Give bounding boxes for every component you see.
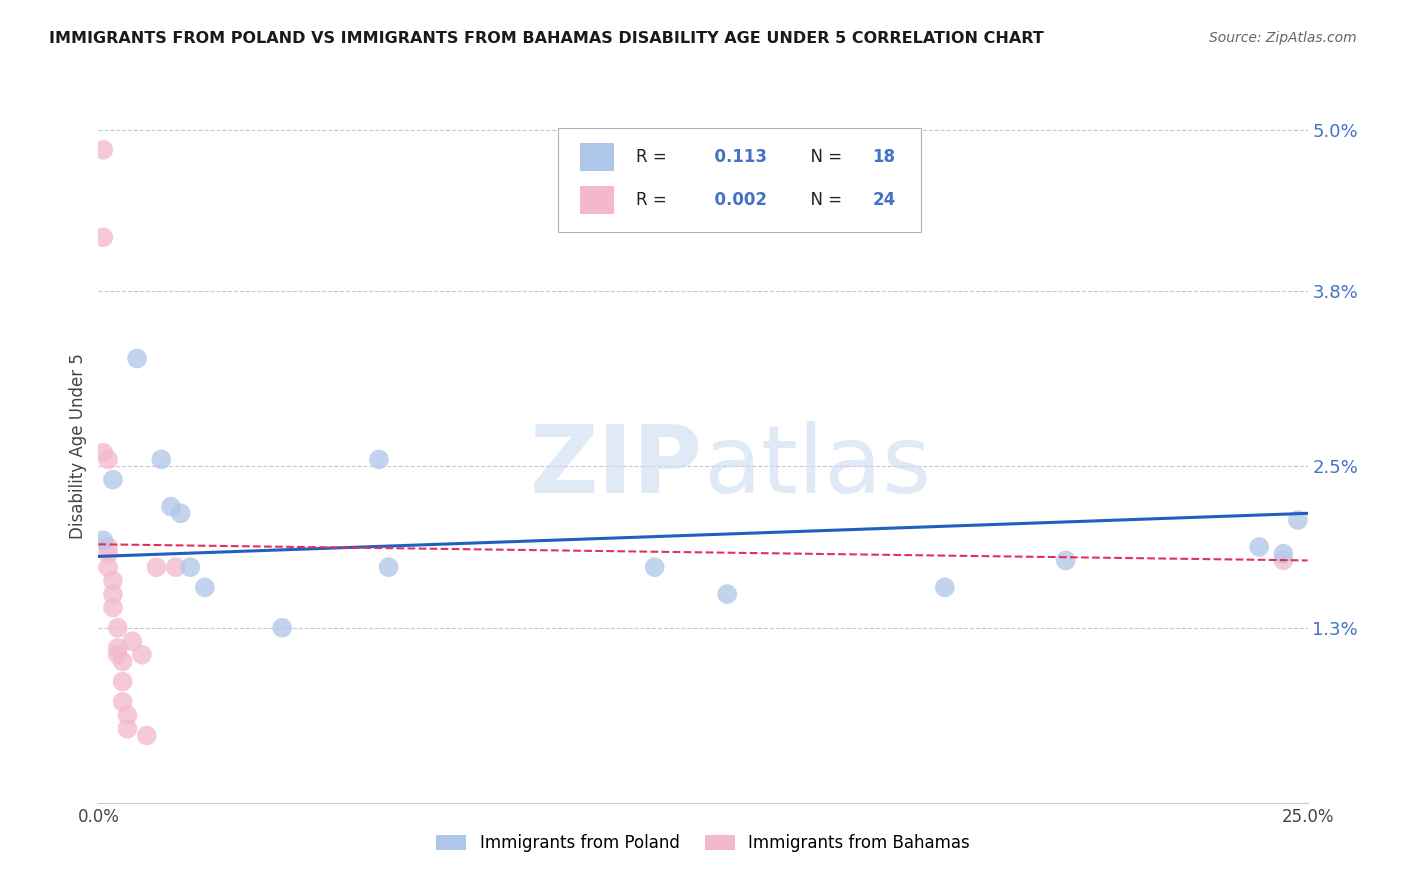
- Point: [165, 560, 187, 574]
- Point: [111, 695, 134, 709]
- Point: [131, 648, 153, 662]
- Text: N =: N =: [800, 148, 846, 166]
- Point: [101, 600, 124, 615]
- Point: [716, 587, 738, 601]
- Point: [91, 143, 114, 157]
- Point: [368, 452, 391, 467]
- Point: [1249, 540, 1271, 554]
- Point: [179, 560, 201, 574]
- Text: 0.113: 0.113: [703, 148, 768, 166]
- Point: [97, 560, 120, 574]
- Text: Source: ZipAtlas.com: Source: ZipAtlas.com: [1209, 31, 1357, 45]
- Point: [107, 640, 129, 655]
- Point: [150, 452, 173, 467]
- Point: [135, 729, 157, 743]
- Point: [121, 634, 143, 648]
- Point: [101, 587, 124, 601]
- Point: [934, 580, 956, 594]
- Legend: Immigrants from Poland, Immigrants from Bahamas: Immigrants from Poland, Immigrants from …: [430, 828, 976, 859]
- Point: [377, 560, 399, 574]
- Text: atlas: atlas: [703, 421, 931, 514]
- Text: 24: 24: [872, 191, 896, 209]
- Point: [97, 547, 120, 561]
- FancyBboxPatch shape: [579, 144, 613, 171]
- Text: 18: 18: [872, 148, 896, 166]
- Point: [101, 473, 124, 487]
- Point: [1272, 547, 1295, 561]
- Point: [97, 540, 120, 554]
- Point: [117, 708, 139, 723]
- Text: ZIP: ZIP: [530, 421, 703, 514]
- Point: [194, 580, 217, 594]
- Point: [169, 506, 191, 520]
- Point: [1286, 513, 1309, 527]
- Point: [91, 446, 114, 460]
- Point: [107, 648, 129, 662]
- Point: [111, 674, 134, 689]
- Point: [111, 655, 134, 669]
- FancyBboxPatch shape: [558, 128, 921, 232]
- FancyBboxPatch shape: [579, 186, 613, 214]
- Point: [644, 560, 666, 574]
- Text: R =: R =: [637, 148, 672, 166]
- Text: 0.002: 0.002: [703, 191, 768, 209]
- Point: [117, 722, 139, 736]
- Point: [271, 621, 294, 635]
- Point: [91, 533, 114, 548]
- Point: [107, 621, 129, 635]
- Text: N =: N =: [800, 191, 846, 209]
- Point: [127, 351, 149, 366]
- Point: [91, 230, 114, 244]
- Point: [145, 560, 167, 574]
- Point: [101, 574, 124, 588]
- Text: IMMIGRANTS FROM POLAND VS IMMIGRANTS FROM BAHAMAS DISABILITY AGE UNDER 5 CORRELA: IMMIGRANTS FROM POLAND VS IMMIGRANTS FRO…: [49, 31, 1045, 46]
- Y-axis label: Disability Age Under 5: Disability Age Under 5: [69, 353, 87, 539]
- Point: [1272, 553, 1295, 567]
- Point: [160, 500, 183, 514]
- Point: [1054, 553, 1077, 567]
- Point: [97, 452, 120, 467]
- Text: R =: R =: [637, 191, 672, 209]
